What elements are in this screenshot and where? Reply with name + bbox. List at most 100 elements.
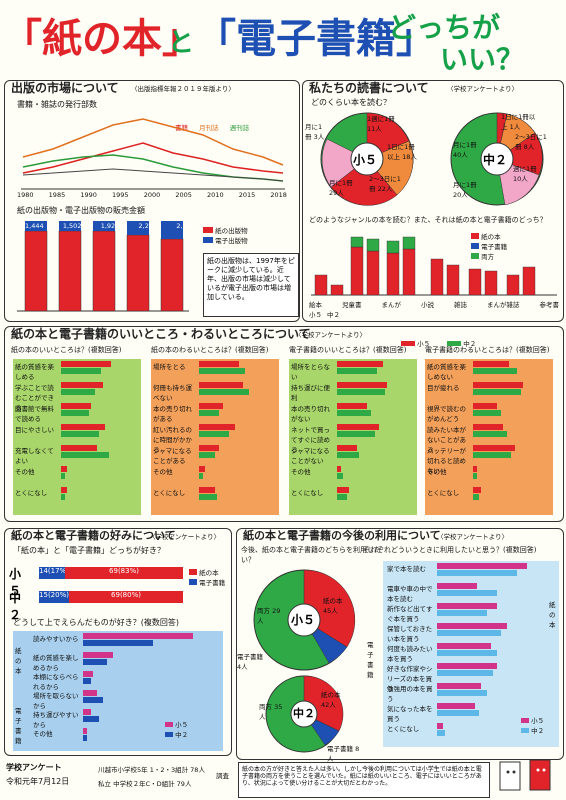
year-label: 1990	[80, 191, 97, 199]
pref-left-bar: 14(17%)	[39, 567, 69, 579]
side-label-ebook: 電子書籍	[15, 707, 22, 745]
reason-label: 読みやすいから	[33, 635, 79, 643]
use-legend: 小５ 中２	[521, 715, 544, 735]
pie-label: 月に1冊 3人	[305, 123, 325, 141]
genre-label: 雑誌	[454, 301, 467, 309]
reading-source: 〈学校アンケートより〉	[447, 85, 519, 93]
market-line-title: 書籍・雑誌の発行部数	[17, 100, 97, 109]
goodbad-legend: 小５ 中２	[401, 331, 476, 350]
use-label: とくになし	[387, 725, 420, 733]
genre-label: 児童書	[342, 301, 362, 309]
reason-label: 本棚にならべられるから	[33, 673, 79, 691]
item-label: 読みたい本がないことがある	[427, 426, 466, 454]
preference-section: 紙の本と電子書籍の好みについて 〈学校アンケートより〉 「紙の本」と「電子書籍」…	[4, 528, 232, 756]
item-label: バッテリーが切れると読めない	[427, 447, 466, 475]
pie-label: 両方 35人	[259, 703, 283, 721]
footer-label: 学校アンケート	[6, 763, 62, 772]
side-label-ebook: 電子書籍	[367, 641, 374, 679]
pref-left-bar: 15(20%)	[39, 591, 69, 603]
pie-shou5	[320, 112, 414, 206]
reading-q2: どのようなジャンルの本を読む？また、それは紙の本と電子書籍のどっち？	[309, 216, 547, 224]
pie-chu2-center: 中２	[483, 153, 508, 167]
genre-labels: 絵本 児童書 まんが 小説 雑誌 まんが雑誌 参考書	[309, 299, 559, 309]
q-paper-bad: 紙の本のわるいところは？(複数回答)	[151, 346, 269, 354]
bar-value-label: 2,215	[138, 222, 158, 230]
market-section: 出版の市場について 〈出版指標年報２０１９年版より〉 書籍・雑誌の発行部数 書籍…	[4, 80, 300, 322]
side-label-paper: 紙の本	[15, 647, 22, 675]
future-section: 紙の本と電子書籍の今後の利用について 〈学校アンケートより〉 今後、紙の本と電子…	[236, 528, 564, 763]
legend-paper: 紙の出版物	[215, 227, 248, 235]
reason-label: 持ち運びやすいから	[33, 711, 79, 729]
item-label: 場所をとる	[153, 363, 186, 371]
goodbad-header: 紙の本と電子書籍のいいところ・わるいところについて	[11, 327, 311, 341]
legend-ebook: 電子書籍	[199, 579, 226, 587]
item-label: 目が疲れる	[427, 384, 460, 392]
reason-label: 場所を取らないから	[33, 692, 79, 710]
pie-label: 電子書籍 4人	[237, 653, 263, 671]
pie-label: 紙の本 42人	[321, 691, 341, 709]
future-pie-2	[265, 675, 344, 753]
footer-line1: 川越市小学校5年 1・2・3組計 78人	[98, 766, 205, 774]
use-label: 新作など出てすぐ本を買う	[387, 605, 433, 623]
future-source: 〈学校アンケートより〉	[437, 533, 509, 541]
item-label: 何冊も持ち運べない	[153, 384, 192, 402]
market-bar-labels: 1,444 1,502 1,929 2,215 2,479	[25, 222, 195, 230]
item-label: とくになし	[427, 489, 460, 497]
legend-both: 両方	[481, 253, 495, 261]
reading-section: 私たちの読書について 〈学校アンケートより〉 どのくらい本を読む？ 小５ 月に1…	[302, 80, 564, 322]
legend-chu2: 中２	[463, 340, 477, 348]
pie-label: 週に1冊 10人	[513, 165, 537, 183]
year-label: 1995	[112, 191, 129, 199]
item-label: とくになし	[15, 489, 48, 497]
title-banner: 「紙の本」 と 「電子書籍」 どっちが いい？	[0, 0, 566, 78]
legend-shou5: 小５	[175, 721, 189, 729]
market-line-chart	[21, 118, 285, 190]
item-label: 図書館で無料で読める	[15, 405, 54, 423]
item-label: 視界で読むのがめんどう	[427, 405, 466, 423]
goodbad-section: 紙の本と電子書籍のいいところ・わるいところについて 〈学校アンケートより〉 小５…	[4, 326, 564, 522]
legend-weekly: 週刊誌	[229, 124, 250, 132]
pref-row-label: 小５	[9, 567, 22, 598]
paper-good-bars	[61, 361, 111, 500]
item-label: ジャマになることがある	[153, 447, 192, 465]
item-label: 紙の質感を楽しめない	[427, 363, 466, 381]
footer-school: 調査	[216, 772, 229, 780]
item-label: とくになし	[291, 489, 324, 497]
use-label: 保管しておきたい本を買う	[387, 625, 433, 643]
year-label: 2000	[143, 191, 161, 199]
item-label: その他	[291, 468, 311, 476]
pie-label: 両方 29人	[257, 607, 281, 625]
q-e-bad: 電子書籍のわるいところは？(複数回答)	[425, 346, 550, 354]
group-label: 小５	[309, 311, 322, 319]
pie-label: 2〜3日に1冊 22人	[369, 175, 401, 193]
year-label: 2015	[238, 191, 256, 199]
pie-chu2	[450, 112, 544, 206]
pie-label: 電子書籍 8人	[327, 745, 360, 763]
preference-header: 紙の本と電子書籍の好みについて	[11, 529, 176, 542]
footer-date: 令和元年7月12日	[6, 777, 70, 786]
genre-label: 参考書	[539, 301, 560, 309]
legend-chu2: 中２	[531, 727, 545, 735]
paper-bad-labels: 場所をとる 何冊も持ち運べない 本の売り切れがある 紅い汚れるのに時間がかかる …	[153, 361, 197, 508]
bar-value-label: 1,502	[62, 222, 82, 230]
future-pie-2-center: 中２	[293, 707, 315, 720]
future-header: 紙の本と電子書籍の今後の利用について	[243, 529, 441, 542]
legend-shou5: 小５	[417, 340, 431, 348]
year-label: 1980	[17, 191, 34, 199]
item-label: とくになし	[153, 489, 186, 497]
legend-books: 書籍	[175, 124, 188, 132]
e-bad-bars	[473, 361, 523, 500]
e-good-bars	[337, 361, 387, 500]
pie-label: 紙の本 45人	[323, 597, 343, 615]
pref-right-bar: 69(80%)	[69, 591, 183, 603]
footer-info: 学校アンケート 令和元年7月12日 川越市小学校5年 1・2・3組計 78人 私…	[4, 760, 234, 796]
q-paper-good: 紙の本のいいところは？(複数回答)	[11, 346, 122, 354]
reasons-panel	[13, 631, 223, 751]
use-label: 勉強用の本を買う	[387, 685, 433, 703]
genre-bar-chart	[311, 236, 557, 296]
pref-row-label: 中２	[9, 591, 22, 622]
item-label: 本の売り切れがある	[153, 405, 192, 423]
market-note: 紙の出版物は、1997年をピークに減少している。近年、出版の市場は減少しているが…	[203, 253, 299, 317]
use-label: 電車や車の中で本を読む	[387, 585, 433, 603]
